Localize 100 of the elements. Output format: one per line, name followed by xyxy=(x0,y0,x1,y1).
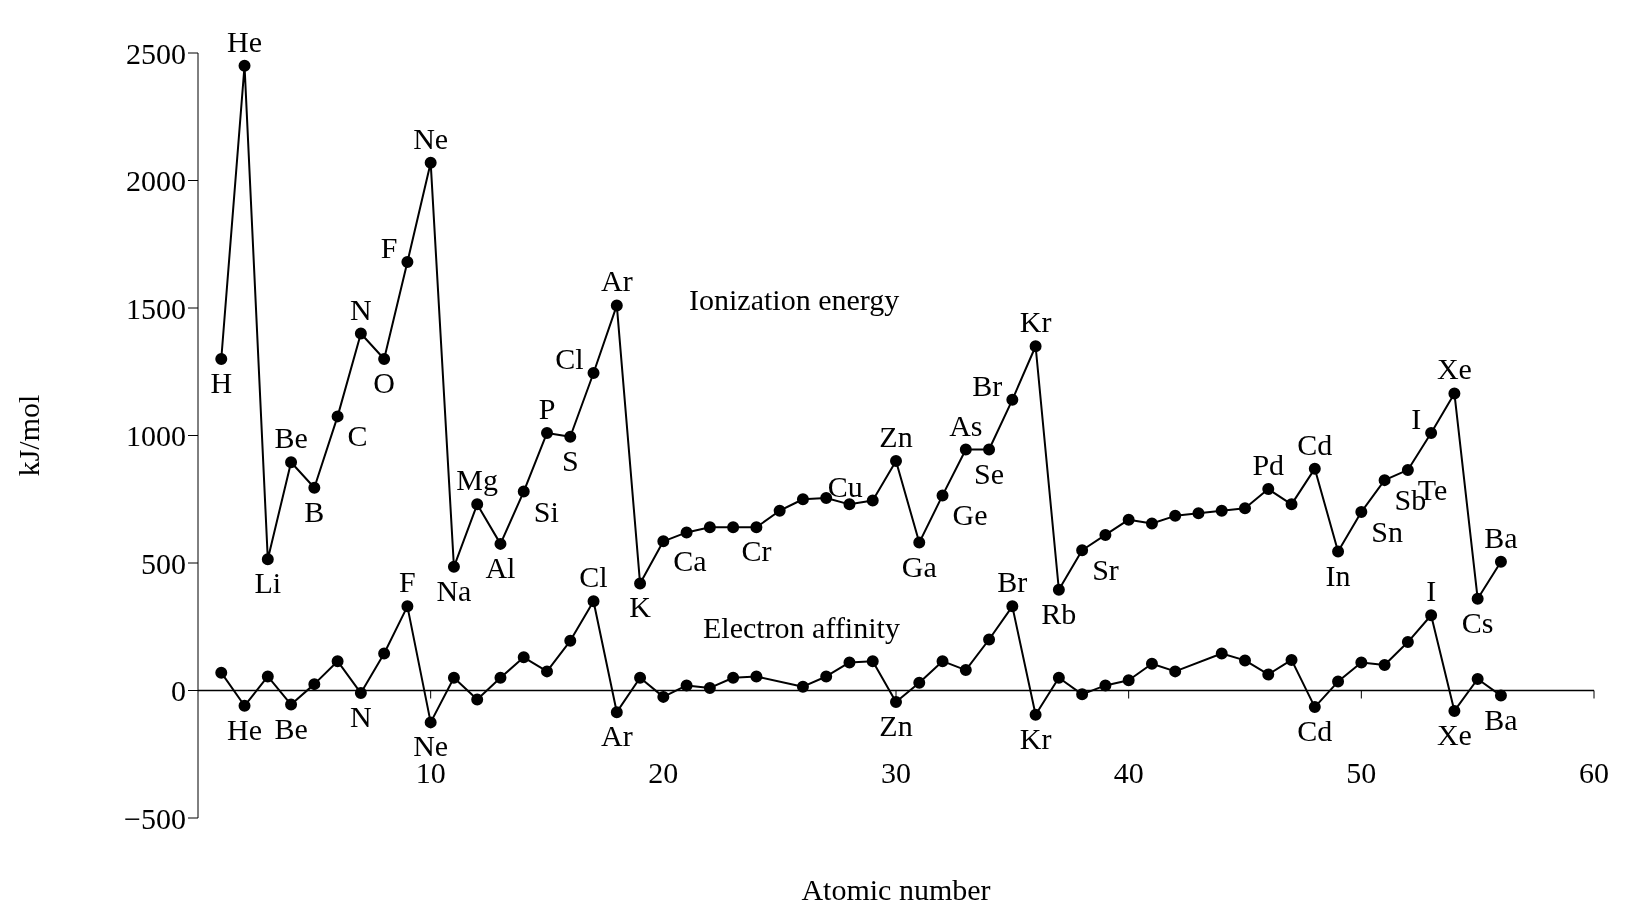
point xyxy=(657,535,670,548)
point xyxy=(424,716,437,729)
point xyxy=(890,455,902,467)
annotation: Se xyxy=(974,456,1005,490)
annotation: I xyxy=(1426,574,1437,608)
point xyxy=(796,493,809,506)
point xyxy=(494,537,507,550)
point xyxy=(587,367,600,380)
point xyxy=(1285,653,1298,666)
point xyxy=(750,670,763,683)
series-label: Electron affinity xyxy=(703,611,900,645)
point xyxy=(843,656,856,669)
point xyxy=(1262,668,1275,681)
point xyxy=(1471,592,1484,605)
point xyxy=(517,651,530,664)
annotation: P xyxy=(538,391,556,425)
point xyxy=(1215,647,1228,660)
point xyxy=(1425,609,1438,622)
point xyxy=(1169,509,1182,522)
point xyxy=(703,521,716,534)
point xyxy=(1355,656,1368,669)
point xyxy=(1239,502,1251,515)
annotation: Ga xyxy=(901,549,937,583)
annotation: Zn xyxy=(879,708,913,742)
point xyxy=(866,655,879,668)
point xyxy=(843,498,856,511)
annotation: F xyxy=(380,231,398,265)
point xyxy=(354,687,367,700)
point xyxy=(261,670,274,683)
point xyxy=(587,595,600,608)
point xyxy=(1169,665,1182,678)
point xyxy=(1076,688,1089,701)
annotation: Zn xyxy=(879,420,913,453)
annotation: Na xyxy=(436,573,472,607)
annotation: O xyxy=(373,366,395,399)
point xyxy=(1332,675,1345,688)
y-tick-label: 1500 xyxy=(126,291,186,325)
point xyxy=(378,647,391,660)
annotation: Mg xyxy=(456,463,499,497)
point xyxy=(308,481,321,494)
annotation: N xyxy=(350,292,372,326)
y-tick-label: 2000 xyxy=(126,164,186,198)
annotation: Kr xyxy=(1019,721,1052,755)
annotation: H xyxy=(210,366,233,399)
point xyxy=(285,698,298,711)
y-tick-label: −500 xyxy=(124,801,186,835)
annotation: Cr xyxy=(741,534,772,568)
point xyxy=(1378,659,1391,671)
annotation: Be xyxy=(274,711,308,745)
annotation: B xyxy=(304,494,325,528)
point xyxy=(1099,528,1112,541)
point xyxy=(913,536,926,549)
point xyxy=(634,577,647,590)
annotation: Xe xyxy=(1436,717,1472,751)
y-tick-label: 2500 xyxy=(126,36,186,70)
annotation: Ar xyxy=(600,719,633,753)
annotation: C xyxy=(347,419,368,453)
annotation: He xyxy=(227,712,263,746)
annotation: Ba xyxy=(1484,702,1518,736)
point xyxy=(959,664,972,677)
point xyxy=(401,256,414,269)
annotation: Cl xyxy=(579,560,608,594)
point xyxy=(913,676,926,689)
point xyxy=(238,699,251,712)
y-tick-label: 500 xyxy=(141,546,186,580)
point xyxy=(1145,517,1158,530)
point xyxy=(354,327,367,340)
point xyxy=(820,670,833,683)
point xyxy=(1076,544,1089,557)
y-tick-label: 1000 xyxy=(126,419,186,453)
point xyxy=(634,671,647,684)
point xyxy=(890,695,902,708)
point xyxy=(564,634,577,647)
point xyxy=(1029,340,1042,353)
point xyxy=(541,426,553,439)
point xyxy=(471,498,484,511)
annotation: Kr xyxy=(1019,305,1052,339)
point xyxy=(331,410,344,423)
point xyxy=(1215,504,1228,517)
x-tick-label: 40 xyxy=(1113,755,1144,789)
annotation: Be xyxy=(274,421,308,455)
point xyxy=(1448,704,1461,717)
x-tick-label: 60 xyxy=(1579,755,1609,789)
point xyxy=(610,706,623,719)
point xyxy=(1099,679,1112,692)
point xyxy=(680,679,693,692)
annotation: F xyxy=(399,565,416,599)
text: Ionization energy xyxy=(689,283,900,317)
annotation: Ne xyxy=(413,121,449,155)
point xyxy=(1471,673,1484,686)
point xyxy=(447,560,460,573)
point xyxy=(261,553,274,566)
point xyxy=(680,526,693,539)
point xyxy=(1145,657,1158,670)
point xyxy=(1332,545,1345,558)
point xyxy=(215,353,228,365)
annotation: Ar xyxy=(600,264,633,298)
annotation: Ge xyxy=(952,498,988,532)
point xyxy=(936,489,949,502)
point xyxy=(1401,636,1414,649)
